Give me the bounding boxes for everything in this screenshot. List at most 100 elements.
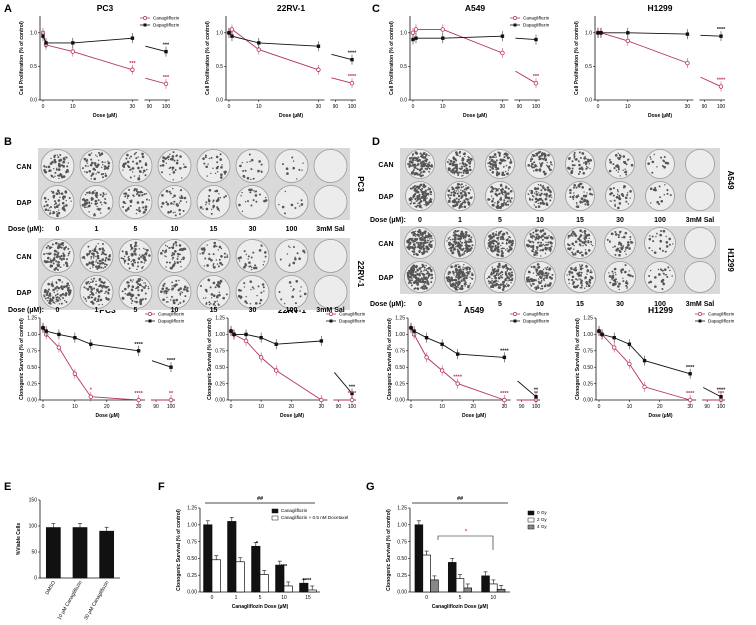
colony-dot [542, 162, 544, 164]
data-point-dapagliflozin [229, 329, 233, 333]
legend-marker [698, 319, 702, 323]
colony-dot [161, 249, 164, 252]
colony-dot [569, 192, 572, 195]
colony-dot [67, 162, 69, 164]
colony-dot [467, 285, 470, 289]
colony-dot [421, 286, 424, 289]
colony-dot [422, 162, 425, 165]
colony-dot [98, 247, 102, 251]
colony-dot [531, 198, 534, 201]
data-point-canagliflozin [70, 49, 76, 54]
colony-dot [570, 266, 573, 270]
colony-dot [606, 238, 609, 241]
colony-dot [549, 190, 552, 194]
y-axis-label: Clonogenic Survival (% of control) [176, 509, 182, 591]
y-axis-label: Cell Proliferation (% of control) [205, 21, 211, 95]
colony-dot [97, 299, 100, 302]
colony-dot [543, 193, 546, 196]
colony-dot [68, 197, 71, 200]
colony-dot [509, 267, 512, 271]
data-point-dapagliflozin [44, 41, 48, 45]
colony-dot [590, 276, 593, 279]
colony-dot [127, 262, 130, 265]
colony-dot [93, 162, 97, 165]
colony-dot [50, 175, 53, 178]
colony-dot [536, 248, 538, 250]
colony-dot [204, 154, 207, 157]
colony-dot [544, 197, 548, 201]
colony-dot [447, 189, 451, 192]
colony-dot [573, 155, 576, 158]
colony-dot [535, 168, 538, 172]
colony-dot [586, 165, 588, 168]
colony-dot [43, 166, 46, 168]
colony-dot [416, 237, 419, 240]
colony-dot [463, 155, 466, 157]
x-tick-label: 100 [348, 104, 357, 110]
colony-dot [489, 234, 492, 237]
dose-label: 5 [498, 217, 502, 224]
colony-dot [249, 280, 253, 283]
y-tick-label: 0.50 [583, 365, 593, 371]
colony-dot [141, 254, 145, 257]
colony-dot [450, 265, 453, 269]
colony-dot [92, 252, 95, 256]
y-tick-label: 0.75 [395, 349, 405, 355]
colony-dot [138, 206, 141, 209]
colony-dot [261, 171, 263, 173]
colony-dot [172, 299, 176, 302]
colony-dot [661, 249, 664, 252]
legend-label-dapagliflozin: Dapagliflozin [153, 23, 180, 28]
panel-letter-d: D [372, 136, 380, 148]
colony-dot [527, 164, 531, 167]
colony-dot [573, 157, 575, 159]
colony-dot [493, 281, 496, 284]
colony-dot [179, 260, 182, 263]
colony-dot [137, 261, 140, 264]
colony-dot [63, 253, 65, 256]
significance-mark: **** [717, 78, 726, 84]
colony-dot [505, 285, 507, 288]
culture-well [644, 227, 676, 259]
y-tick-label: 0.25 [395, 381, 405, 387]
colony-dot [622, 195, 625, 198]
colony-dot [617, 233, 620, 236]
colony-dot [545, 203, 549, 206]
colony-dot [169, 192, 172, 195]
colony-dot [581, 240, 584, 244]
culture-well [79, 275, 114, 309]
colony-dot [96, 155, 98, 158]
colony-dot [500, 254, 504, 258]
colony-dot [567, 247, 570, 251]
data-point-dapagliflozin [316, 44, 321, 48]
colony-dot [287, 245, 290, 247]
colony-dot [413, 166, 417, 169]
colony-dot [409, 237, 413, 241]
colony-dot [174, 241, 178, 244]
colony-dot [575, 158, 578, 161]
colony-dot [503, 247, 505, 250]
colony-dot [426, 202, 430, 205]
significance-mark: *** [163, 75, 170, 81]
colony-dot [455, 268, 459, 272]
y-tick-label: 0.0 [585, 98, 592, 104]
colony-dot [428, 233, 431, 236]
colony-dot [458, 171, 461, 174]
colony-dot [88, 252, 91, 255]
colony-dot [418, 201, 421, 203]
colony-dot [528, 278, 531, 281]
colony-dot [545, 164, 548, 167]
colony-dot [453, 266, 456, 268]
colony-dot [165, 287, 168, 290]
colony-dot [55, 192, 59, 196]
data-point-canagliflozin [440, 27, 446, 32]
colony-dot [137, 283, 140, 286]
series-line-dapagliflozin [598, 32, 688, 35]
colony-dot [179, 292, 182, 295]
colony-dot [581, 264, 584, 267]
colony-dot [90, 152, 93, 154]
colony-dot [448, 244, 451, 247]
colony-dot [498, 231, 500, 233]
colony-dot [165, 249, 167, 251]
colony-dot [144, 284, 147, 287]
